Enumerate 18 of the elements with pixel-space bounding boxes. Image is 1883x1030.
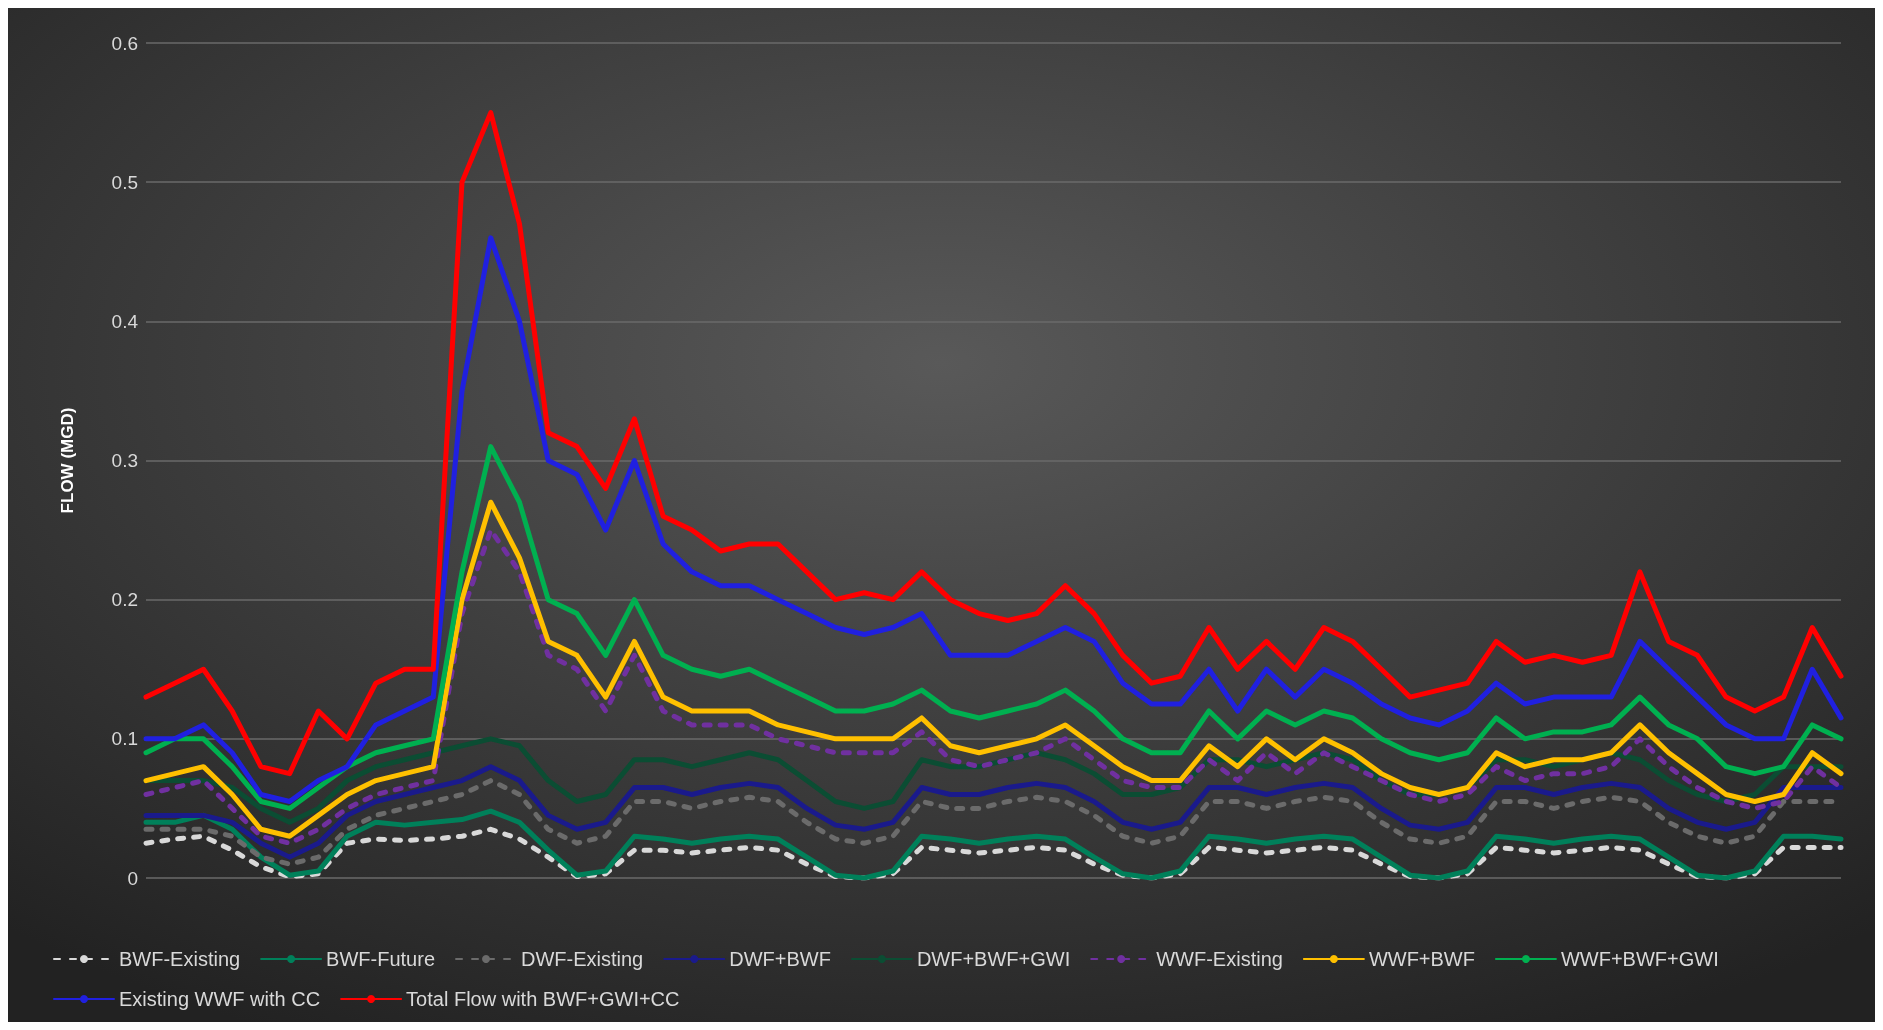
y-axis-title: FLOW (MGD): [58, 407, 77, 514]
legend-label: Existing WWF with CC: [119, 988, 321, 1010]
legend-label: WWF+BWF: [1368, 948, 1475, 970]
y-tick-label: 0.1: [111, 728, 138, 750]
legend-label: BWF-Future: [326, 948, 436, 970]
y-tick-label: 0.3: [111, 450, 138, 471]
y-tick-label: 0.4: [111, 310, 139, 332]
legend-label: WWF-Existing: [1156, 948, 1283, 970]
y-tick-label: 0.5: [111, 171, 138, 193]
legend-label: DWF+BWF: [729, 948, 831, 970]
legend-label: Total Flow with BWF+GWI+CC: [406, 988, 680, 1010]
legend-label: BWF-Existing: [119, 948, 241, 970]
y-tick-label: 0.2: [111, 589, 138, 611]
legend-label: DWF+BWF+GWI: [916, 948, 1071, 970]
y-tick-label: 0.6: [111, 32, 138, 54]
legend-label: DWF-Existing: [521, 948, 644, 970]
legend-label: WWF+BWF+GWI: [1560, 948, 1719, 970]
y-tick-label: 0: [127, 867, 138, 889]
